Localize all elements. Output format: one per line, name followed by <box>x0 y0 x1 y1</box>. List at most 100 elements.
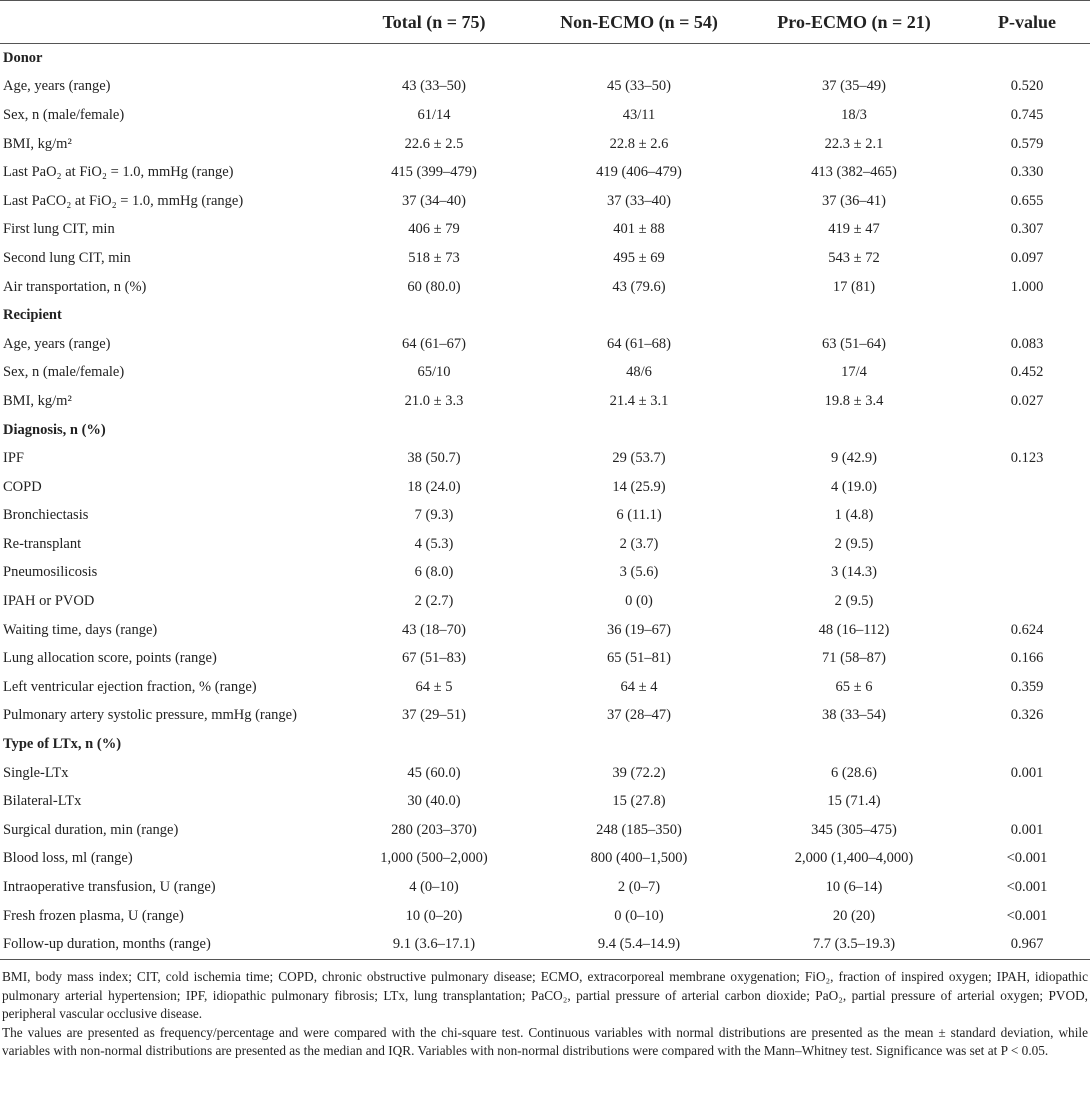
row-label: IPAH or PVOD <box>3 593 95 610</box>
cell: 18 (24.0) <box>407 478 461 495</box>
cell: 63 (51–64) <box>821 335 887 352</box>
cell: 0.579 <box>1010 135 1044 152</box>
cell: 37 (36–41) <box>821 192 887 209</box>
row-label: Sex, n (male/female) <box>3 106 125 123</box>
cell <box>744 301 964 330</box>
cell: 71 (58–87) <box>821 650 887 667</box>
row-label: Pneumosilicosis <box>3 564 98 581</box>
data-row: Pneumosilicosis 6 (8.0) 3 (5.6) 3 (14.3) <box>0 559 1090 588</box>
cell: 2 (0–7) <box>617 879 661 896</box>
row-label: Waiting time, days (range) <box>3 621 158 638</box>
row-label: COPD <box>3 478 42 495</box>
data-row: Bronchiectasis 7 (9.3) 6 (11.1) 1 (4.8) <box>0 502 1090 531</box>
row-label: Diagnosis, n (%) <box>3 421 106 438</box>
cell: 0.624 <box>1010 621 1044 638</box>
footnote: The values are presented as frequency/pe… <box>2 1024 1088 1059</box>
row-label: Single-LTx <box>3 764 69 781</box>
cell <box>964 416 1090 445</box>
cell <box>964 530 1090 559</box>
cell: 2 (3.7) <box>619 535 659 552</box>
cell: 6 (8.0) <box>414 564 454 581</box>
cell <box>334 301 534 330</box>
cell <box>744 44 964 73</box>
cell: 64 ± 5 <box>415 678 453 695</box>
cell: 65 (51–81) <box>606 650 672 667</box>
cell: 64 ± 4 <box>620 678 658 695</box>
data-row: Single-LTx 45 (60.0) 39 (72.2) 6 (28.6) 0.00… <box>0 759 1090 788</box>
cell: 48 (16–112) <box>818 621 890 638</box>
row-label: Last PaO₂ at FiO₂ = 1.0, mmHg (range) <box>3 164 234 181</box>
cell: 38 (33–54) <box>821 707 887 724</box>
row-label: Surgical duration, min (range) <box>3 821 179 838</box>
cell: 0.745 <box>1010 106 1044 123</box>
row-label: BMI, kg/m² <box>3 392 72 409</box>
cell: 0.307 <box>1010 221 1044 238</box>
cell: 3 (5.6) <box>619 564 659 581</box>
cell: 43/11 <box>622 106 656 123</box>
cell: 64 (61–68) <box>606 335 672 352</box>
cell: 9 (42.9) <box>831 450 877 467</box>
cell: 4 (19.0) <box>831 478 877 495</box>
cell: 29 (53.7) <box>612 450 666 467</box>
data-row: Bilateral-LTx 30 (40.0) 15 (27.8) 15 (71.4) <box>0 787 1090 816</box>
cell: 22.8 ± 2.6 <box>609 135 669 152</box>
cell: 0.123 <box>1010 450 1044 467</box>
cell: 39 (72.2) <box>612 764 666 781</box>
data-row: Blood loss, ml (range) 1,000 (500–2,000) 8… <box>0 845 1090 874</box>
cell: 15 (27.8) <box>612 793 666 810</box>
cell <box>534 301 744 330</box>
cell: 10 (0–20) <box>405 907 463 924</box>
section-row: Donor <box>0 44 1090 73</box>
cell: 43 (79.6) <box>612 278 666 295</box>
cell: 0.520 <box>1010 78 1044 95</box>
data-row: BMI, kg/m² 22.6 ± 2.5 22.8 ± 2.6 22.3 ± 2.1… <box>0 130 1090 159</box>
cell <box>964 587 1090 616</box>
data-row: Age, years (range) 64 (61–67) 64 (61–68) 63… <box>0 330 1090 359</box>
cell <box>334 44 534 73</box>
cell: 419 ± 47 <box>828 221 880 238</box>
cell: 37 (29–51) <box>401 707 467 724</box>
cell <box>534 730 744 759</box>
header-cell: Pro-ECMO (n = 21) <box>744 0 964 44</box>
cell: 7 (9.3) <box>414 507 454 524</box>
cell: 48/6 <box>626 364 652 381</box>
data-row: COPD 18 (24.0) 14 (25.9) 4 (19.0) <box>0 473 1090 502</box>
cell: 0.083 <box>1010 335 1044 352</box>
data-row: Second lung CIT, min 518 ± 73 495 ± 69 543 … <box>0 244 1090 273</box>
cell: 1,000 (500–2,000) <box>380 850 488 867</box>
cell: 406 ± 79 <box>408 221 460 238</box>
row-label: Intraoperative transfusion, U (range) <box>3 879 216 896</box>
row-label: Left ventricular ejection fraction, % (r… <box>3 678 257 695</box>
cell: 2 (9.5) <box>834 535 874 552</box>
cell: 67 (51–83) <box>401 650 467 667</box>
row-label: Sex, n (male/female) <box>3 364 125 381</box>
cell <box>964 559 1090 588</box>
cell: 37 (33–40) <box>606 192 672 209</box>
cell: 60 (80.0) <box>407 278 461 295</box>
cell: 36 (19–67) <box>606 621 672 638</box>
cell <box>964 301 1090 330</box>
cell: 38 (50.7) <box>407 450 461 467</box>
cell: 419 (406–479) <box>596 164 682 181</box>
cell: 0.001 <box>1010 764 1044 781</box>
header-cell: P-value <box>964 0 1090 44</box>
row-label: First lung CIT, min <box>3 221 115 238</box>
cell: 9.4 (5.4–14.9) <box>534 930 744 961</box>
cell <box>744 730 964 759</box>
cell <box>534 416 744 445</box>
cell: 17/4 <box>841 364 867 381</box>
data-row: First lung CIT, min 406 ± 79 401 ± 88 419 ±… <box>0 216 1090 245</box>
cell: 0.967 <box>964 930 1090 961</box>
data-row: IPAH or PVOD 2 (2.7) 0 (0) 2 (9.5) <box>0 587 1090 616</box>
cell: 248 (185–350) <box>596 821 682 838</box>
cell: 21.0 ± 3.3 <box>404 392 464 409</box>
row-label: Re-transplant <box>3 535 82 552</box>
row-label: Blood loss, ml (range) <box>3 850 133 867</box>
cell: 61/14 <box>417 106 451 123</box>
row-label: Fresh frozen plasma, U (range) <box>3 907 184 924</box>
data-row: Intraoperative transfusion, U (range) 4 (… <box>0 873 1090 902</box>
row-label: IPF <box>3 450 24 467</box>
data-table: Total (n = 75) Non-ECMO (n = 54) Pro-ECMO … <box>0 0 1090 961</box>
cell: 3 (14.3) <box>831 564 877 581</box>
